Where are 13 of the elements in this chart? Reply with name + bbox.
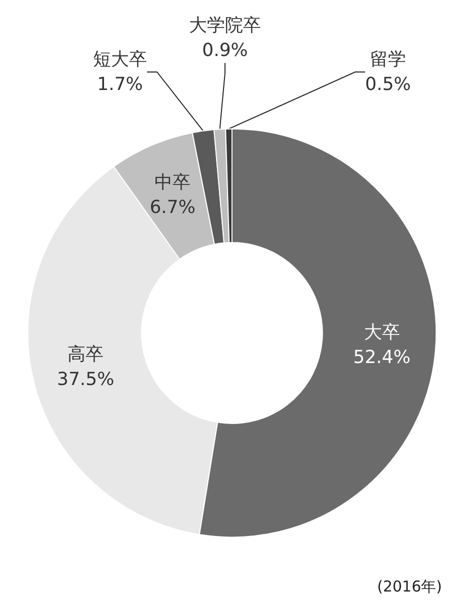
- data-label: 6.7%: [150, 196, 196, 218]
- text: (2016年): [377, 578, 442, 596]
- data-label: 37.5%: [56, 369, 114, 390]
- data-label: 52.4%: [353, 347, 410, 368]
- slice-label: 中卒: [154, 172, 191, 193]
- data-label: 0.5%: [365, 74, 411, 95]
- slice-label: 短大卒: [93, 49, 147, 70]
- slice-label: 高卒: [68, 344, 104, 366]
- slice-label: 大学院卒: [189, 15, 261, 36]
- slice-label: 留学: [370, 49, 406, 70]
- data-label: 1.7%: [97, 74, 143, 95]
- data-label: 0.9%: [202, 40, 248, 61]
- slice-label: 大卒: [364, 322, 400, 344]
